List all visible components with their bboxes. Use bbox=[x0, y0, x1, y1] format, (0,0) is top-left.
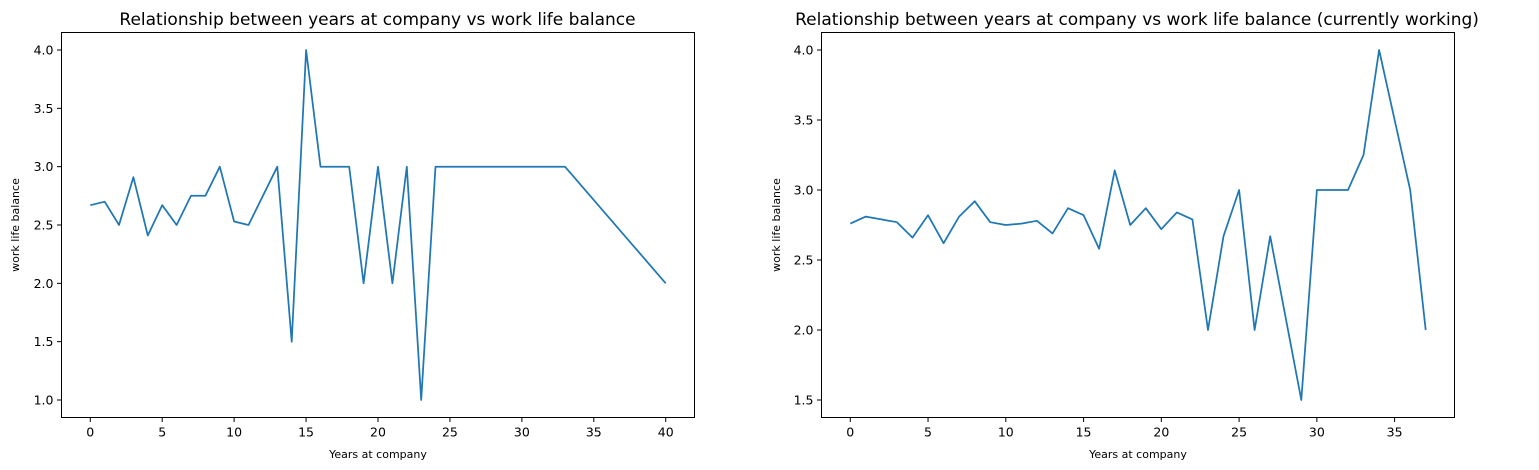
chart-right-title: Relationship between years at company vs… bbox=[795, 10, 1479, 30]
chart-left-x-axis-label: Years at company bbox=[328, 448, 427, 461]
chart-left-y-tick-label: 3.0 bbox=[34, 159, 54, 174]
chart-left-y-tick-label: 2.0 bbox=[34, 276, 54, 291]
chart-left-y-axis-label: work life balance bbox=[9, 178, 22, 272]
chart-right-y-tick-label: 2.5 bbox=[794, 253, 814, 268]
chart-left-x-tick-label: 40 bbox=[658, 425, 674, 440]
chart-left-x-tick-label: 20 bbox=[370, 425, 386, 440]
chart-right-y-tick-label: 1.5 bbox=[794, 393, 814, 408]
chart-left-y-tick-label: 1.0 bbox=[34, 393, 54, 408]
chart-left-y-tick-label: 2.5 bbox=[34, 218, 54, 233]
chart-right-x-tick-label: 35 bbox=[1387, 425, 1403, 440]
chart-left-x-tick-label: 0 bbox=[86, 425, 94, 440]
chart-left-x-ticks: 0 5 10 15 20 25 30 35 40 bbox=[86, 417, 674, 440]
chart-right-x-tick-label: 25 bbox=[1231, 425, 1247, 440]
chart-right-x-tick-label: 0 bbox=[846, 425, 854, 440]
chart-right-x-tick-label: 10 bbox=[998, 425, 1014, 440]
chart-right-y-tick-label: 2.0 bbox=[794, 323, 814, 338]
chart-right: Relationship between years at company vs… bbox=[770, 10, 1479, 461]
chart-right-x-tick-label: 20 bbox=[1153, 425, 1169, 440]
chart-left-x-tick-label: 30 bbox=[514, 425, 530, 440]
chart-right-plot-frame bbox=[821, 32, 1455, 418]
chart-right-x-tick-label: 30 bbox=[1309, 425, 1325, 440]
chart-left-x-tick-label: 25 bbox=[442, 425, 458, 440]
chart-left-x-tick-label: 5 bbox=[158, 425, 166, 440]
chart-right-y-ticks: 1.5 2.0 2.5 3.0 3.5 4.0 bbox=[794, 43, 822, 408]
chart-right-x-tick-label: 15 bbox=[1076, 425, 1092, 440]
chart-left-y-tick-label: 4.0 bbox=[34, 43, 54, 58]
chart-left-title: Relationship between years at company vs… bbox=[119, 10, 635, 30]
chart-right-y-tick-label: 3.0 bbox=[794, 183, 814, 198]
chart-left-y-tick-label: 3.5 bbox=[34, 101, 54, 116]
chart-right-x-tick-label: 5 bbox=[924, 425, 932, 440]
chart-left-x-tick-label: 35 bbox=[586, 425, 602, 440]
chart-left: Relationship between years at company vs… bbox=[9, 10, 695, 461]
chart-left-plot-frame bbox=[61, 32, 695, 418]
chart-right-series-line bbox=[849, 49, 1427, 401]
chart-left-y-ticks: 1.0 1.5 2.0 2.5 3.0 3.5 4.0 bbox=[34, 43, 62, 408]
chart-right-y-tick-label: 3.5 bbox=[794, 113, 814, 128]
chart-right-y-tick-label: 4.0 bbox=[794, 43, 814, 58]
chart-right-y-axis-label: work life balance bbox=[770, 178, 783, 272]
chart-right-x-axis-label: Years at company bbox=[1088, 448, 1187, 461]
chart-left-x-tick-label: 10 bbox=[226, 425, 242, 440]
chart-left-x-tick-label: 15 bbox=[298, 425, 314, 440]
chart-left-y-tick-label: 1.5 bbox=[34, 334, 54, 349]
chart-left-series-line bbox=[90, 49, 667, 401]
chart-right-x-ticks: 0 5 10 15 20 25 30 35 bbox=[846, 417, 1403, 440]
